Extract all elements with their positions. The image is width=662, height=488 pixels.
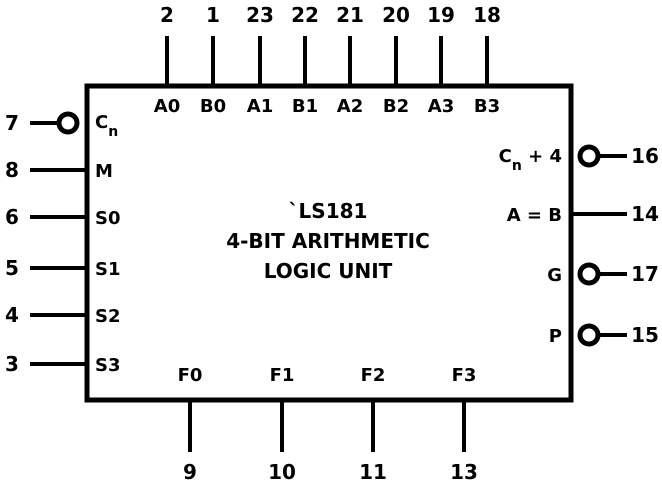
pin-number: 23 <box>246 3 274 27</box>
pin-label: P <box>549 326 562 347</box>
pin-s2: 4 S2 <box>5 303 120 327</box>
pin-label: B1 <box>292 96 318 117</box>
pin-label: F2 <box>361 365 386 386</box>
pin-number: 16 <box>631 144 659 168</box>
pin-label: Cn <box>95 112 118 140</box>
inversion-bubble-icon <box>577 262 601 286</box>
chip-body <box>84 83 574 403</box>
pin-label-subscript: n <box>512 158 522 174</box>
pin-b1: 22 B1 <box>291 3 319 117</box>
pin-label: A = B <box>507 205 562 226</box>
chip-description-line2: LOGIC UNIT <box>264 259 393 283</box>
pin-label: G <box>547 265 562 286</box>
pin-b3: 18 B3 <box>473 3 501 117</box>
pin-p: 15 P <box>549 323 659 347</box>
inversion-bubble-icon <box>577 144 601 168</box>
pin-label: F0 <box>178 365 203 386</box>
pin-s3: 3 S3 <box>5 352 120 376</box>
pin-a1: 23 A1 <box>246 3 274 117</box>
pin-a3: 19 A3 <box>427 3 455 117</box>
chip-part-number: `LS181 <box>289 199 368 223</box>
pin-m: 8 M <box>5 158 113 182</box>
pin-f0: F0 9 <box>178 365 203 484</box>
pin-number: 20 <box>382 3 410 27</box>
pin-cn-plus-4: 16 Cn + 4 <box>499 144 659 174</box>
pin-label: A0 <box>154 96 180 117</box>
pin-label-main: C <box>95 112 108 133</box>
bottom-pins: F0 9 F1 10 F2 11 F3 13 <box>178 365 478 484</box>
pin-number: 21 <box>336 3 364 27</box>
pin-number: 5 <box>5 256 19 280</box>
pin-number: 22 <box>291 3 319 27</box>
pin-label: F1 <box>270 365 295 386</box>
inversion-bubble-icon <box>56 111 80 135</box>
pin-label-tail: + 4 <box>522 146 562 167</box>
pin-number: 19 <box>427 3 455 27</box>
pin-b0: 1 B0 <box>200 3 226 117</box>
pin-label: B3 <box>474 96 500 117</box>
pin-label: Cn + 4 <box>499 146 562 174</box>
top-pins: 2 A0 1 B0 23 A1 22 B1 21 A2 20 <box>154 3 501 117</box>
pin-g: 17 G <box>547 262 659 286</box>
pin-label: S3 <box>95 355 121 376</box>
chip-description-line1: 4-BIT ARITHMETIC <box>226 229 430 253</box>
pin-number: 17 <box>631 262 659 286</box>
pin-cn: 7 Cn <box>5 111 118 140</box>
left-pins: 7 Cn 8 M 6 S0 5 S1 4 S2 3 <box>5 111 120 376</box>
pin-number: 15 <box>631 323 659 347</box>
inversion-bubble-icon <box>577 323 601 347</box>
pin-number: 10 <box>268 460 296 484</box>
pin-number: 8 <box>5 158 19 182</box>
pin-label: A3 <box>428 96 454 117</box>
pin-a0: 2 A0 <box>154 3 180 117</box>
pin-label: A1 <box>247 96 273 117</box>
pin-s1: 5 S1 <box>5 256 120 280</box>
pin-number: 14 <box>631 202 659 226</box>
pin-number: 6 <box>5 205 19 229</box>
pin-number: 11 <box>359 460 387 484</box>
pin-a-equals-b: 14 A = B <box>507 202 659 226</box>
pin-number: 2 <box>160 3 174 27</box>
pin-number: 3 <box>5 352 19 376</box>
pin-number: 13 <box>450 460 478 484</box>
pin-number: 18 <box>473 3 501 27</box>
pin-a2: 21 A2 <box>336 3 364 117</box>
pin-number: 1 <box>206 3 220 27</box>
pin-label-subscript: n <box>108 124 118 140</box>
pin-label: S0 <box>95 208 121 229</box>
pin-label: S2 <box>95 306 121 327</box>
pin-f2: F2 11 <box>359 365 387 484</box>
pin-f1: F1 10 <box>268 365 296 484</box>
pin-s0: 6 S0 <box>5 205 120 229</box>
pin-number: 4 <box>5 303 19 327</box>
pin-label: S1 <box>95 259 121 280</box>
pin-number: 7 <box>5 111 19 135</box>
right-pins: 16 Cn + 4 14 A = B 17 G 15 P <box>499 144 659 347</box>
pin-b2: 20 B2 <box>382 3 410 117</box>
pin-label-main: C <box>499 146 512 167</box>
pin-label: A2 <box>337 96 363 117</box>
pin-number: 9 <box>183 460 197 484</box>
pin-f3: F3 13 <box>450 365 478 484</box>
pin-label: B0 <box>200 96 226 117</box>
pin-label: F3 <box>452 365 477 386</box>
pin-label: B2 <box>383 96 409 117</box>
pin-label: M <box>95 161 113 182</box>
